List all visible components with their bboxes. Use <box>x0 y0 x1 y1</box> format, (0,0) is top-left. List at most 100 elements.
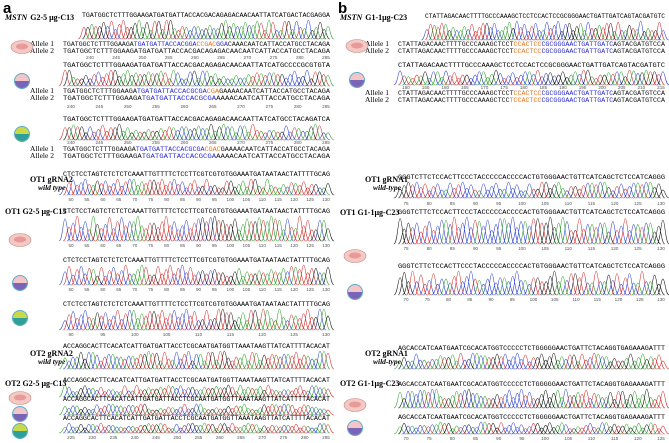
sequence: CTATTAGACAACTTTTGCCCAAAGCTCCTCCACTCCGCGG… <box>425 13 665 20</box>
ruler-number: 55 <box>84 287 90 292</box>
ruler-number: 270 <box>237 104 245 109</box>
chromatogram-trace <box>77 19 307 40</box>
ruler-number: 90 <box>473 246 479 251</box>
ruler-number: 265 <box>237 435 245 440</box>
ruler-number: 160 <box>441 85 449 90</box>
ruler-number: 270 <box>243 55 251 60</box>
ruler-number: 85 <box>450 246 456 251</box>
ruler-number: 240 <box>67 104 75 109</box>
sequence-segment: AAAACAATCATTACCATGCCTACAGA <box>216 95 330 102</box>
chromatogram-trace <box>406 270 649 296</box>
chromatogram-trace <box>406 216 649 245</box>
gene-name: MSTN <box>339 13 363 22</box>
ruler-number: 125 <box>634 246 642 251</box>
ruler-number: 90 <box>496 436 502 441</box>
ruler-number: 75 <box>148 287 154 292</box>
sequence-segment: TCCACTCC <box>510 97 542 104</box>
ruler-number: 80 <box>164 287 170 292</box>
chromatogram-trace <box>397 422 653 435</box>
ruler-number: 115 <box>588 201 596 206</box>
chromatogram-trace <box>393 181 669 199</box>
ruler-number: 95 <box>212 287 218 292</box>
sequence-segment: TGATGATTACCACGCGA <box>136 146 205 153</box>
ruler-number: 240 <box>67 140 75 145</box>
ruler-number: 120 <box>634 436 642 441</box>
ruler-number: 125 <box>657 436 665 441</box>
sequence-segment: CTATTAGACAACTTTTGCCCAAAGCTCC <box>398 97 510 104</box>
chromatogram-trace <box>422 352 669 370</box>
chromatogram-trace <box>439 216 657 245</box>
ruler-number: 80 <box>164 243 170 248</box>
sequence-segment: TGATGGCTCTTTGGAAGATGATGATTACCACGACAGAGAC… <box>63 48 330 55</box>
heading: OT2 gRNA2 <box>30 349 73 358</box>
ruler-number: 105 <box>564 436 572 441</box>
chromatogram-trace <box>424 21 666 41</box>
sequence: CTCTCCTAGTCTCTCTCAAATTGTTTTCTCCTTCGTCGTG… <box>63 257 330 264</box>
chromatogram-trace <box>58 178 327 196</box>
ruler-number: 60 <box>100 197 106 202</box>
ruler-number: 90 <box>196 197 202 202</box>
sequence: AGCACCATCAATGAATCGCACATGGTCCCCCTCTGGGGGA… <box>398 414 665 421</box>
sequence-segment: AAAACAATCATTACCATGCCTACAGA <box>216 153 330 160</box>
ruler-number: 125 <box>636 297 644 302</box>
allele-label: Allele 1 <box>30 144 54 153</box>
heading: OT2 G1-1μg-C23 <box>340 379 399 388</box>
heading: OT1 G1-1μg-C23 <box>340 208 399 217</box>
ruler-number: 250 <box>139 55 147 60</box>
sequence-segment: CCGAC <box>196 41 216 48</box>
ruler-number: 115 <box>594 297 602 302</box>
chromatogram-trace <box>422 389 669 409</box>
ruler-number: 80 <box>164 197 170 202</box>
ruler-number: 105 <box>242 197 250 202</box>
ruler-number: 75 <box>427 436 433 441</box>
embryo-half <box>350 80 364 87</box>
sample-name: OT1 G1-1μg-C23 <box>340 208 399 217</box>
ruler-number: 245 <box>95 140 103 145</box>
heading: OT1 gRNA1 <box>365 175 408 184</box>
ruler-number: 105 <box>551 297 559 302</box>
chromatogram-trace <box>94 350 335 370</box>
ruler-number: 85 <box>473 436 479 441</box>
chromatogram-trace <box>401 388 609 409</box>
ruler-number: 90 <box>488 297 494 302</box>
allele-sequence: TGATGGCTCTTTGGAAGA TGATGATTACCACGCGA AAAAC… <box>63 153 330 160</box>
ruler-number: 280 <box>301 435 309 440</box>
ruler-number: 155 <box>422 85 430 90</box>
chromatogram-trace <box>401 421 609 435</box>
ruler-number: 70 <box>132 243 138 248</box>
chromatogram-trace <box>83 125 331 141</box>
ruler-number: 110 <box>259 197 267 202</box>
ruler-number: 115 <box>588 246 596 251</box>
ruler-number: 110 <box>588 436 596 441</box>
sequence-segment: CGCGGGAACTGATTGATC <box>541 90 613 97</box>
heading: OT2 gRNA1 <box>365 349 408 358</box>
sequence-segment: CGCGGGAACTGATTGATC <box>541 48 613 55</box>
chromatogram-trace <box>397 69 666 86</box>
ruler-number: 260 <box>180 104 188 109</box>
ruler-number: 280 <box>296 55 304 60</box>
ruler-number: 120 <box>290 243 298 248</box>
sample-name: OT2 G1-1μg-C23 <box>340 379 399 388</box>
ruler-number: 85 <box>180 243 186 248</box>
ruler-number: 130 <box>322 243 330 248</box>
ruler-number: 205 <box>618 85 626 90</box>
ruler-number: 185 <box>539 85 547 90</box>
ruler-number: 70 <box>132 197 138 202</box>
ruler-number: 265 <box>209 104 217 109</box>
ruler-number: 245 <box>95 104 103 109</box>
ruler-number: 275 <box>280 435 288 440</box>
ruler-number: 245 <box>152 435 160 440</box>
dish-cells <box>349 401 361 408</box>
heading: OT2 G2-5 μg-C13 <box>5 379 66 388</box>
ruler-number: 95 <box>519 436 525 441</box>
allele-sequence: TGATGGCTCTTTGGAAGATGATGATTACCACGACAGAGAC… <box>63 48 330 55</box>
ruler-number: 100 <box>530 297 538 302</box>
ruler-number: 110 <box>259 287 267 292</box>
sequence: CTCTCCTAGTCTCTCTCAAATTGTTTTCTCCTTCGTCGTG… <box>63 171 330 178</box>
ruler-number: 225 <box>67 435 75 440</box>
sequence-segment: TGATGATTACCACGCGA <box>137 88 207 95</box>
sequence-segment: CGCGGGAACTGATTGATC <box>541 97 613 104</box>
chromatogram-trace <box>62 123 318 141</box>
